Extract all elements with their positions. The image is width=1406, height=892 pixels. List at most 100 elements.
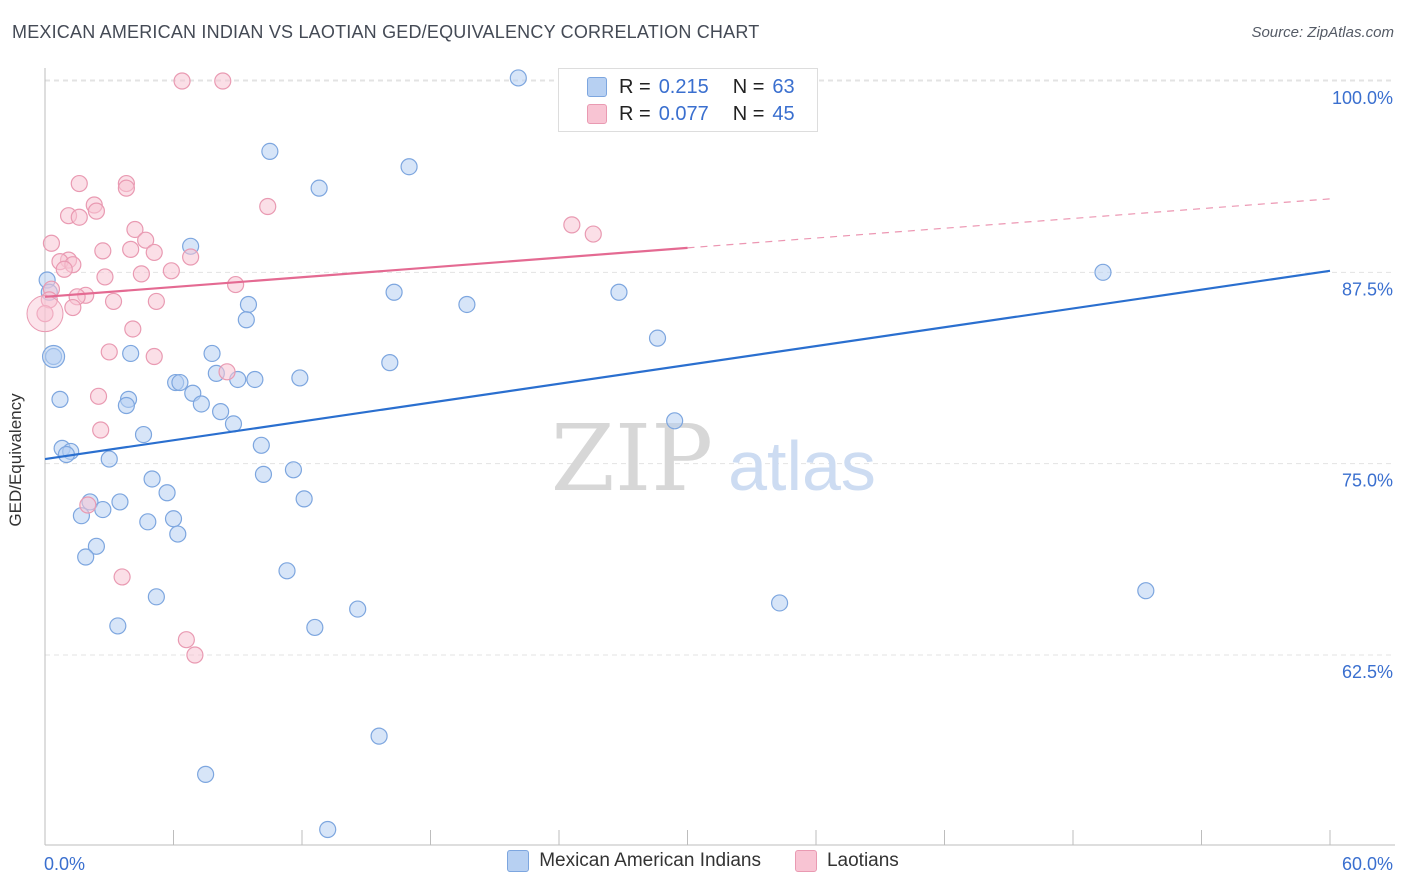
- point-mexican-american-indians: [87, 537, 106, 555]
- r-value: 0.077: [658, 102, 709, 125]
- point-laotians: [96, 268, 114, 286]
- point-laotians: [55, 260, 73, 278]
- y-tick-label: 100.0%: [1332, 88, 1393, 108]
- point-laotians: [584, 225, 602, 243]
- axes: [44, 68, 1395, 846]
- point-mexican-american-indians: [143, 470, 161, 488]
- trend-extension-laotians: [687, 198, 1331, 249]
- point-mexican-american-indians: [77, 548, 95, 566]
- point-laotians: [147, 292, 165, 311]
- watermark-zip: ZIP: [551, 405, 713, 512]
- point-laotians: [259, 197, 277, 216]
- point-mexican-american-indians: [237, 311, 255, 329]
- point-mexican-american-indians: [385, 283, 403, 301]
- point-mexican-american-indians: [111, 493, 129, 511]
- point-laotians: [70, 208, 88, 226]
- point-laotians: [42, 234, 61, 252]
- point-mexican-american-indians: [134, 425, 153, 444]
- legend-swatch-blue: [507, 850, 530, 872]
- trend-line-laotians: [44, 246, 688, 298]
- point-laotians: [227, 275, 245, 294]
- series-mexican-american-indians: [38, 69, 1155, 839]
- point-mexican-american-indians: [252, 436, 270, 454]
- point-mexican-american-indians: [370, 727, 388, 745]
- point-laotians: [26, 295, 64, 333]
- point-mexican-american-indians: [381, 354, 399, 372]
- point-mexican-american-indians: [117, 396, 135, 415]
- point-laotians: [70, 174, 88, 193]
- point-mexican-american-indians: [212, 403, 230, 421]
- point-mexican-american-indians: [1137, 582, 1155, 600]
- trend-line-mexican-american-indians: [44, 269, 1331, 461]
- grid-lines: [45, 79, 1395, 656]
- n-value: 63: [772, 75, 795, 98]
- n-label: N =: [732, 75, 765, 98]
- legend-label-pink: Laotians: [826, 850, 899, 871]
- point-mexican-american-indians: [171, 373, 189, 392]
- y-tick-label: 87.5%: [1342, 279, 1393, 299]
- point-mexican-american-indians: [770, 594, 789, 612]
- point-mexican-american-indians: [139, 513, 157, 531]
- stats-row-blue: R = 0.215 N = 63: [587, 74, 795, 100]
- n-value: 45: [772, 102, 795, 125]
- chart-title: MEXICAN AMERICAN INDIAN VS LAOTIAN GED/E…: [12, 22, 760, 42]
- point-laotians: [36, 305, 54, 323]
- point-laotians: [92, 421, 110, 439]
- x-tick-label: 0.0%: [44, 854, 85, 874]
- point-laotians: [64, 298, 82, 317]
- point-mexican-american-indians: [254, 465, 273, 483]
- legend-item-laotians[interactable]: Laotians: [794, 850, 899, 872]
- point-mexican-american-indians: [648, 329, 667, 347]
- point-laotians: [218, 363, 236, 381]
- point-mexican-american-indians: [284, 461, 303, 479]
- blue-swatch: [587, 77, 607, 97]
- point-mexican-american-indians: [147, 588, 165, 606]
- point-laotians: [122, 240, 140, 258]
- point-laotians: [124, 320, 142, 338]
- point-laotians: [145, 347, 163, 366]
- point-mexican-american-indians: [291, 369, 309, 387]
- point-laotians: [79, 496, 97, 514]
- point-mexican-american-indians: [197, 765, 215, 783]
- watermark: ZIP atlas: [551, 405, 876, 512]
- point-laotians: [100, 343, 118, 361]
- point-laotians: [104, 292, 123, 311]
- point-mexican-american-indians: [400, 158, 418, 176]
- legend-item-mexican-american-indians[interactable]: Mexican American Indians: [507, 850, 761, 872]
- point-mexican-american-indians: [610, 283, 628, 301]
- point-mexican-american-indians: [109, 617, 127, 635]
- point-laotians: [162, 262, 180, 280]
- point-mexican-american-indians: [666, 412, 684, 430]
- point-mexican-american-indians: [349, 600, 367, 618]
- source-label: Source: ZipAtlas.com: [1251, 24, 1394, 41]
- point-laotians: [94, 242, 112, 260]
- legend-label-blue: Mexican American Indians: [539, 850, 761, 871]
- point-laotians: [87, 202, 106, 220]
- point-laotians: [113, 568, 131, 586]
- x-tick-label: 60.0%: [1342, 854, 1393, 874]
- point-laotians: [177, 631, 195, 649]
- point-laotians: [117, 179, 135, 197]
- point-mexican-american-indians: [458, 295, 476, 314]
- point-mexican-american-indians: [1094, 263, 1112, 281]
- stats-legend: R = 0.215 N = 63 R = 0.077 N = 45: [558, 68, 818, 132]
- point-mexican-american-indians: [246, 370, 264, 389]
- series-laotians: [26, 72, 602, 664]
- point-mexican-american-indians: [509, 69, 527, 87]
- point-laotians: [126, 220, 144, 239]
- point-mexican-american-indians: [192, 395, 210, 413]
- r-label: R =: [619, 102, 651, 125]
- point-laotians: [89, 387, 108, 405]
- point-mexican-american-indians: [94, 500, 112, 519]
- point-laotians: [563, 216, 581, 234]
- bottom-legend: Mexican American Indians Laotians: [0, 850, 1406, 872]
- point-mexican-american-indians: [100, 450, 118, 468]
- point-mexican-american-indians: [203, 344, 221, 363]
- pink-swatch: [587, 104, 607, 124]
- point-mexican-american-indians: [239, 295, 258, 314]
- point-mexican-american-indians: [169, 525, 187, 543]
- r-value: 0.215: [658, 75, 709, 98]
- point-mexican-american-indians: [278, 562, 296, 580]
- trend-lines: [44, 198, 1331, 461]
- point-mexican-american-indians: [295, 490, 313, 508]
